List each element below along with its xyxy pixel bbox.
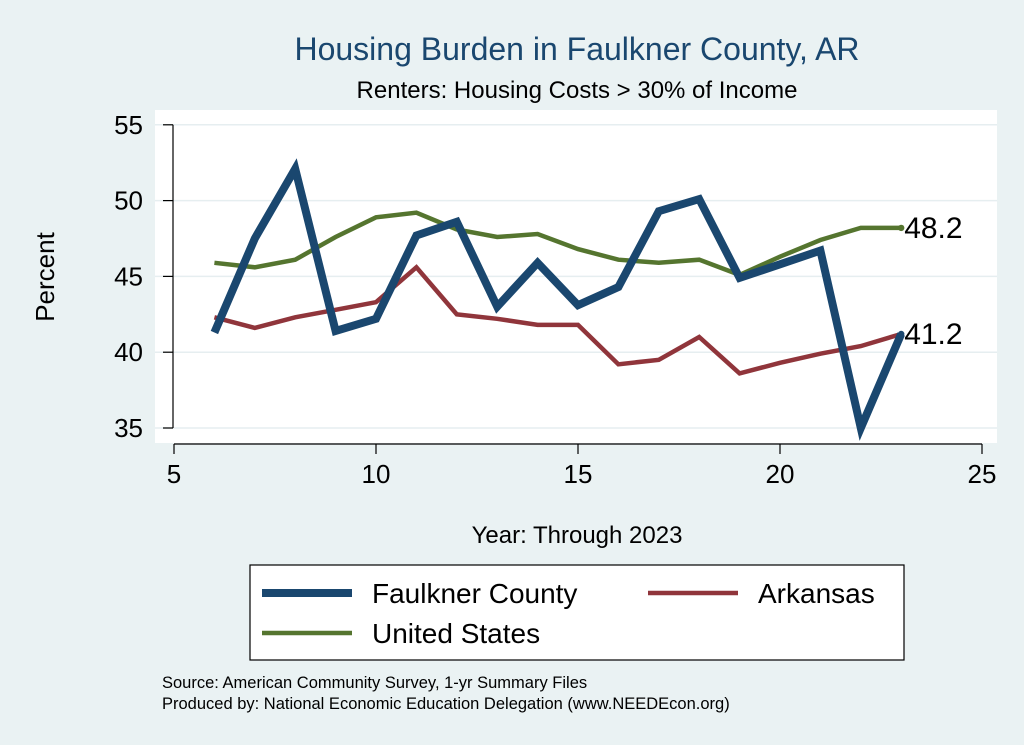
end-value-label: 48.2 <box>904 212 962 245</box>
end-labels: 48.2 41.2 <box>898 212 963 351</box>
x-tick-label: 15 <box>564 459 593 489</box>
y-tick-label: 45 <box>114 261 143 291</box>
series-line-faulkner-county <box>210 158 905 441</box>
x-tick-label: 5 <box>167 459 181 489</box>
series-lines <box>210 158 905 441</box>
chart-title: Housing Burden in Faulkner County, AR <box>294 31 859 67</box>
legend-label: Faulkner County <box>372 578 577 609</box>
end-marker <box>898 330 905 338</box>
end-value-label: 41.2 <box>904 318 962 351</box>
legend-items: Faulkner County Arkansas United States <box>262 578 875 649</box>
source-note: Source: American Community Survey, 1-yr … <box>162 674 587 692</box>
legend: Faulkner County Arkansas United States <box>249 564 905 661</box>
chart-subtitle: Renters: Housing Costs > 30% of Income <box>357 77 798 104</box>
x-tick-label: 20 <box>766 459 795 489</box>
x-axis-label: Year: Through 2023 <box>472 522 683 549</box>
legend-label: Arkansas <box>758 578 875 609</box>
end-marker <box>898 224 905 232</box>
y-tick-label: 35 <box>114 413 143 443</box>
series-line-united-states <box>214 210 902 278</box>
y-tick-label: 55 <box>114 110 143 140</box>
legend-label: United States <box>372 618 540 649</box>
produced-by-note: Produced by: National Economic Education… <box>162 695 730 713</box>
y-axis-label: Percent <box>30 231 60 321</box>
y-tick-label: 40 <box>114 337 143 367</box>
x-tick-label: 10 <box>362 459 391 489</box>
legend-box <box>249 564 905 661</box>
y-tick-label: 50 <box>114 186 143 216</box>
x-tick-label: 25 <box>968 459 997 489</box>
gridlines <box>155 124 997 429</box>
